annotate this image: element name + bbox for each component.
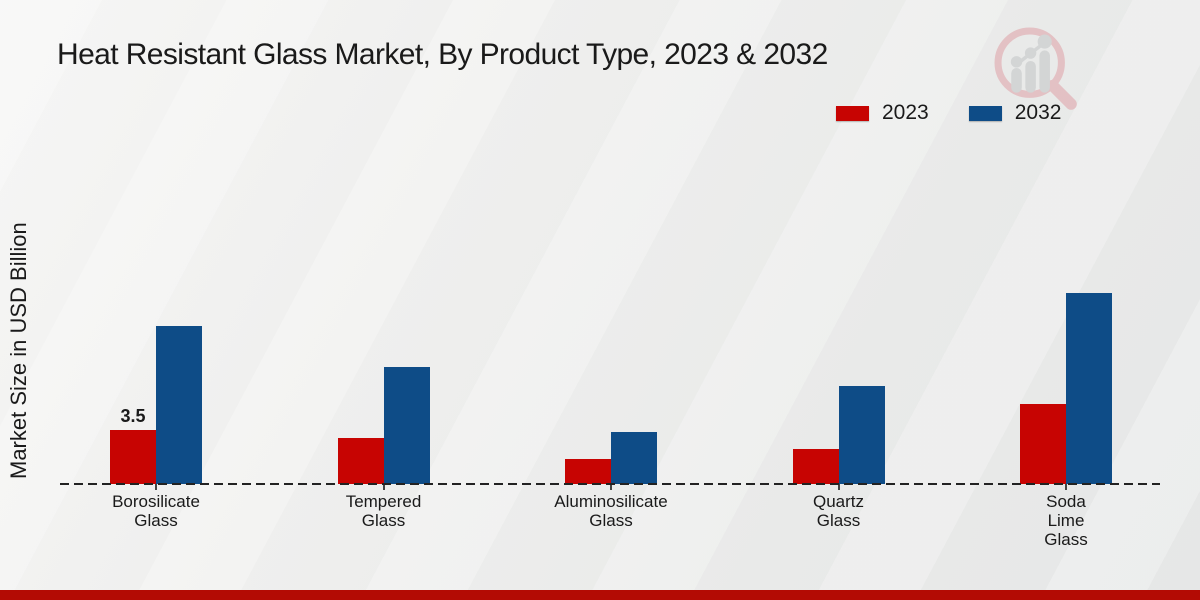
category-label-aluminosilicate-glass: Aluminosilicate Glass: [554, 492, 668, 530]
legend-item-2023: 2023: [836, 101, 929, 125]
bar-2032-aluminosilicate-glass: [611, 432, 657, 484]
bar-2023-quartz-glass: [792, 449, 839, 484]
category-label-soda-lime-glass: Soda Lime Glass: [1044, 492, 1088, 549]
data-label-2023: 3.5: [120, 406, 146, 426]
x-axis-tick: [1065, 484, 1067, 490]
legend-swatch-2023: [836, 105, 869, 121]
x-axis-baseline: [60, 483, 1160, 485]
bar-2032-soda-lime-glass: [1066, 293, 1112, 484]
legend-item-2032: 2032: [968, 101, 1062, 125]
x-axis-tick: [382, 484, 385, 490]
bar-2032-quartz-glass: [838, 386, 885, 484]
bar-2023-aluminosilicate-glass: [565, 459, 611, 484]
category-label-quartz-glass: Quartz Glass: [812, 492, 865, 530]
category-label-tempered-glass: Tempered Glass: [345, 492, 422, 530]
bar-2032-borosilicate-glass: [156, 326, 202, 484]
footer-strip: [0, 590, 1200, 600]
legend-label: 2032: [1014, 101, 1062, 124]
x-axis-tick: [155, 484, 157, 490]
y-axis-label: Market Size in USD Billion: [6, 222, 31, 480]
chart-title: Heat Resistant Glass Market, By Product …: [57, 38, 828, 71]
bar-2032-tempered-glass: [383, 367, 430, 484]
market-research-magnifier-logo-icon: [994, 27, 1077, 110]
legend-swatch-2032: [968, 105, 1002, 121]
legend-label: 2023: [882, 101, 929, 124]
bar-2023-borosilicate-glass: [110, 430, 156, 484]
bar-2023-soda-lime-glass: [1020, 404, 1066, 484]
category-label-borosilicate-glass: Borosilicate Glass: [112, 492, 200, 530]
x-axis-tick: [610, 484, 612, 490]
bar-2023-tempered-glass: [337, 438, 384, 484]
legend: 2023 2032: [836, 101, 1061, 125]
x-axis-tick: [837, 484, 840, 490]
